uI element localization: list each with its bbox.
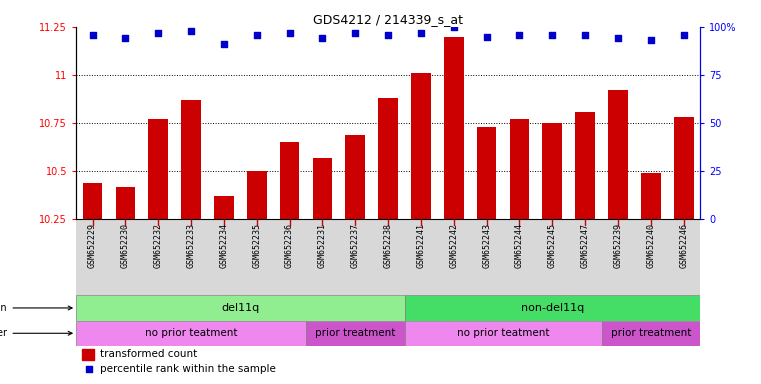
Point: [250, 31, 263, 38]
Text: GSM652235: GSM652235: [252, 223, 261, 268]
Text: prior treatment: prior treatment: [610, 328, 691, 338]
Text: GSM652237: GSM652237: [351, 223, 360, 268]
Text: GSM652242: GSM652242: [449, 223, 458, 268]
Text: non-del11q: non-del11q: [521, 303, 584, 313]
Text: genotype/variation: genotype/variation: [0, 303, 72, 313]
Point: [645, 37, 657, 43]
Bar: [411, 73, 431, 219]
Bar: [345, 135, 365, 219]
Bar: [247, 171, 266, 219]
Point: [579, 31, 591, 38]
Title: GDS4212 / 214339_s_at: GDS4212 / 214339_s_at: [313, 13, 463, 26]
Bar: [477, 127, 496, 219]
Bar: [378, 98, 398, 219]
Bar: [306, 321, 405, 346]
Text: GSM652246: GSM652246: [680, 223, 688, 268]
Text: GSM652244: GSM652244: [515, 223, 524, 268]
Text: del11q: del11q: [221, 303, 260, 313]
Text: GSM652241: GSM652241: [416, 223, 425, 268]
Text: GSM652229: GSM652229: [88, 223, 97, 268]
Text: percentile rank within the sample: percentile rank within the sample: [100, 364, 275, 374]
Bar: [543, 123, 562, 219]
Bar: [214, 196, 234, 219]
Text: prior treatment: prior treatment: [315, 328, 396, 338]
Text: GSM652236: GSM652236: [285, 223, 294, 268]
Bar: [76, 295, 405, 321]
Point: [546, 31, 559, 38]
Text: no prior teatment: no prior teatment: [457, 328, 549, 338]
Bar: [83, 183, 103, 219]
Text: GSM652234: GSM652234: [219, 223, 228, 268]
Bar: [313, 158, 333, 219]
Bar: [673, 118, 693, 219]
Text: GSM652243: GSM652243: [482, 223, 491, 268]
Bar: [82, 349, 94, 359]
Bar: [280, 142, 299, 219]
Point: [382, 31, 394, 38]
Bar: [608, 90, 628, 219]
Point: [152, 30, 164, 36]
Bar: [641, 173, 661, 219]
Text: other: other: [0, 328, 72, 338]
Text: GSM652230: GSM652230: [121, 223, 130, 268]
Bar: [181, 100, 201, 219]
Point: [119, 35, 132, 41]
Text: GSM652239: GSM652239: [613, 223, 622, 268]
Point: [82, 366, 94, 372]
Point: [349, 30, 361, 36]
Point: [317, 35, 329, 41]
Point: [514, 31, 526, 38]
Text: GSM652232: GSM652232: [154, 223, 163, 268]
Bar: [510, 119, 530, 219]
Bar: [444, 36, 463, 219]
Bar: [76, 321, 306, 346]
Text: no prior teatment: no prior teatment: [145, 328, 237, 338]
Text: GSM652245: GSM652245: [548, 223, 557, 268]
Point: [218, 41, 230, 47]
Text: GSM652238: GSM652238: [384, 223, 393, 268]
Text: GSM652247: GSM652247: [581, 223, 590, 268]
Bar: [148, 119, 168, 219]
Point: [284, 30, 296, 36]
Text: GSM652240: GSM652240: [646, 223, 655, 268]
Point: [677, 31, 689, 38]
Point: [87, 31, 99, 38]
Point: [480, 33, 492, 40]
Bar: [116, 187, 135, 219]
Bar: [575, 112, 595, 219]
Point: [185, 28, 197, 34]
Text: transformed count: transformed count: [100, 349, 197, 359]
Text: GSM652231: GSM652231: [318, 223, 327, 268]
Point: [415, 30, 427, 36]
Bar: [405, 321, 602, 346]
Point: [447, 24, 460, 30]
Text: GSM652233: GSM652233: [186, 223, 196, 268]
Point: [612, 35, 624, 41]
Bar: [405, 295, 700, 321]
Bar: [602, 321, 700, 346]
